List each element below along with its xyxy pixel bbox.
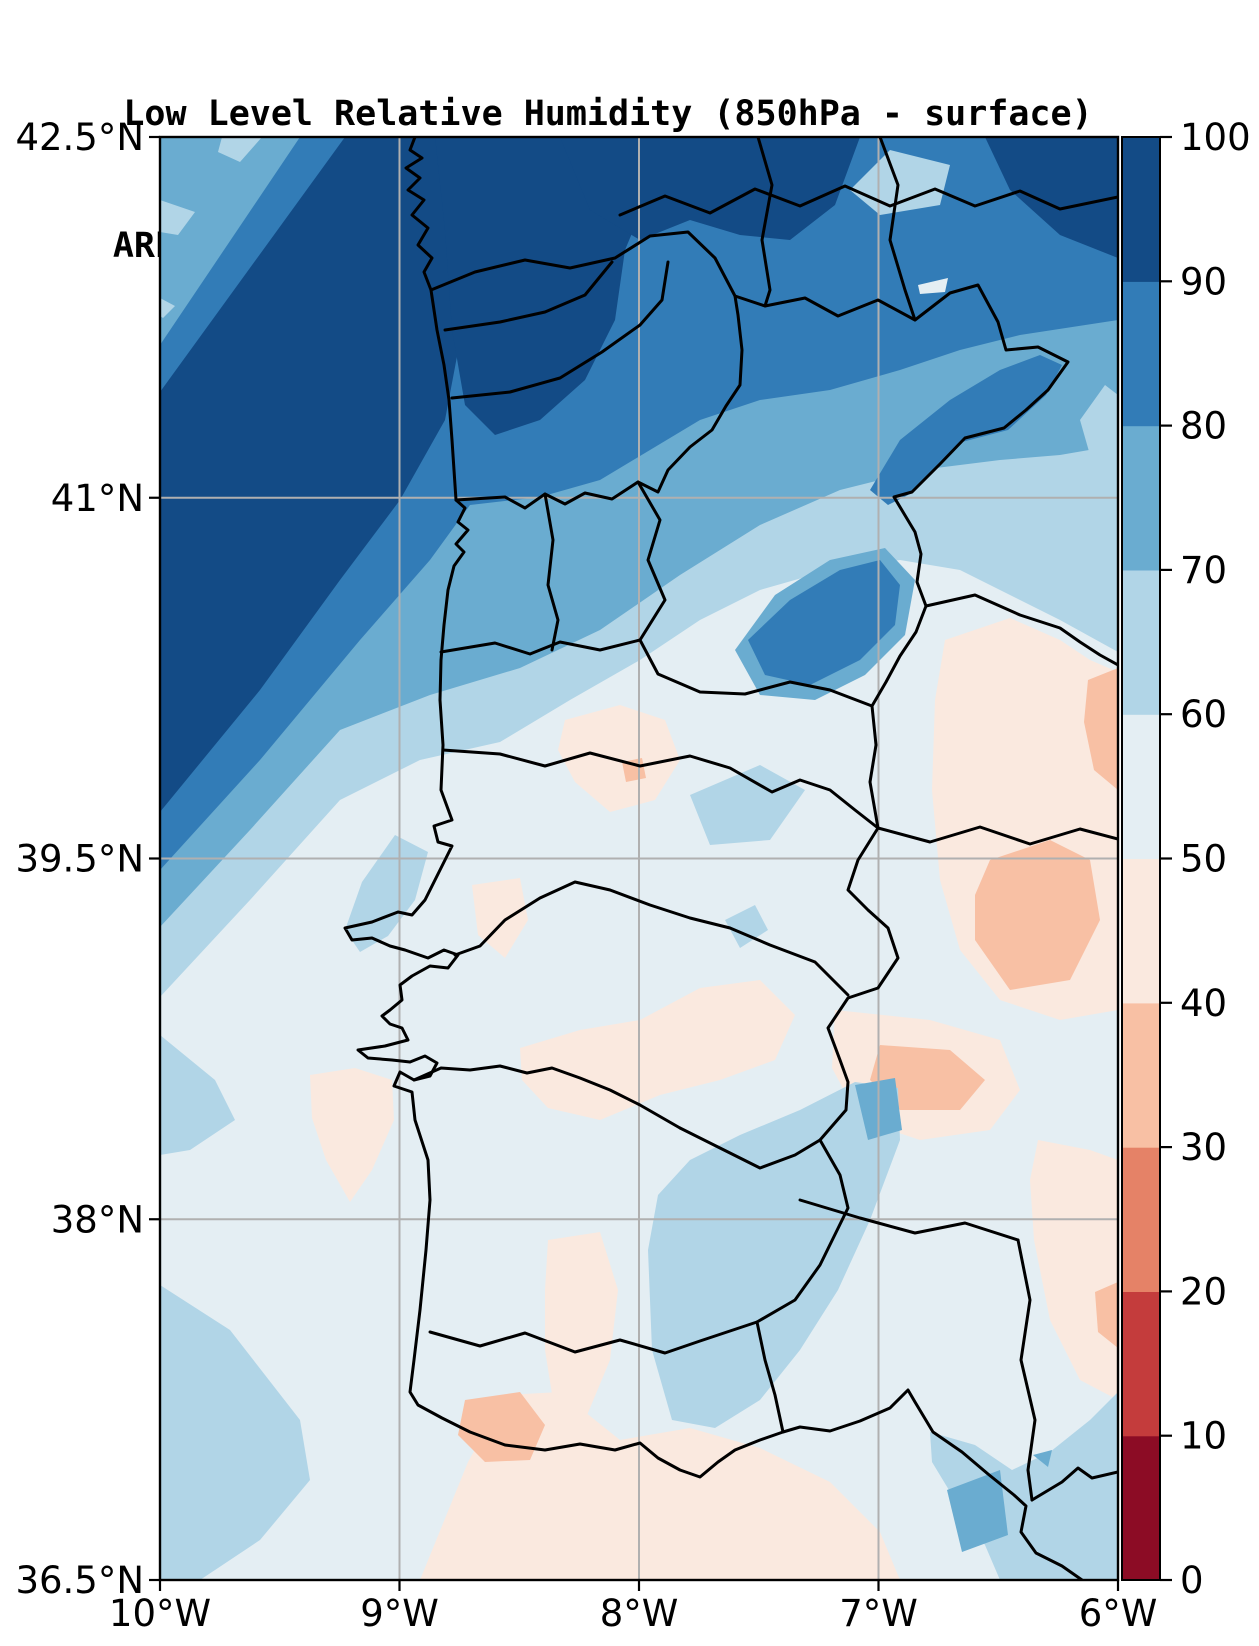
colorbar-bin-40-50	[1122, 858, 1160, 1004]
district-boundary-12	[756, 137, 774, 308]
y-tick-label-3: 38°N	[51, 1198, 144, 1241]
contour-region-ocean-dot-60-70	[192, 893, 212, 917]
district-boundary-10	[428, 1320, 759, 1355]
contour-region-east-salmon-edge	[1084, 668, 1118, 790]
contour-region-border-peach-south	[1030, 1140, 1118, 1400]
axis-ticks	[149, 135, 1120, 1591]
colorbar-bin-30-40	[1122, 1002, 1160, 1148]
axis-tick-labels: 10°W 9°W 8°W 7°W 6°W 42.5°N 41°N 39.5°N 38°N 36.5…	[15, 116, 1157, 1635]
x-tick-label-2: 8°W	[600, 1592, 679, 1635]
colorbar-tick-label-10: 10	[1180, 1415, 1227, 1458]
district-boundary-13	[878, 137, 917, 322]
colorbar-tick-label-70: 70	[1180, 549, 1227, 592]
x-tick-label-0: 10°W	[109, 1592, 211, 1635]
district-boundary-0	[443, 260, 614, 332]
contour-region-nw-corner-70-80	[160, 137, 300, 345]
district-boundary-15	[876, 825, 1118, 846]
district-boundary-6	[441, 748, 880, 830]
colorbar-tick-label-0: 0	[1180, 1559, 1204, 1602]
district-boundary-1	[450, 260, 670, 400]
district-boundary-7	[453, 880, 850, 997]
colorbar: 0 10 20 30 40 50 60 70 80 90 100	[1121, 116, 1251, 1602]
colorbar-bin-90-100	[1122, 137, 1160, 282]
contour-region-pale-sliver	[918, 278, 948, 294]
contour-region-douro-canyon-80-90	[870, 355, 1062, 505]
contour-region-border-salmon-small	[1095, 1282, 1118, 1348]
contour-region-corner-patch-2	[160, 200, 195, 235]
y-tick-label-1: 41°N	[51, 477, 144, 520]
contour-region-ocean-peach-setubal	[310, 1068, 394, 1202]
contour-region-gulf-peach	[420, 1392, 900, 1580]
country-border-path	[429, 230, 1070, 1434]
contour-region-center-peach	[558, 705, 680, 812]
colorbar-tick-label-60: 60	[1180, 693, 1227, 736]
district-boundary-14	[924, 593, 1118, 667]
colorbar-tick-label-100: 100	[1180, 116, 1251, 159]
y-tick-label-2: 39.5°N	[15, 838, 144, 881]
contour-region-center-blue-2	[725, 905, 768, 948]
colorbar-tick-label-40: 40	[1180, 982, 1227, 1025]
x-tick-label-3: 7°W	[839, 1592, 918, 1635]
y-tick-label-4: 36.5°N	[15, 1559, 144, 1602]
district-boundary-9	[678, 1126, 822, 1170]
contour-region-sw-ocean-60-70	[160, 1285, 310, 1580]
colorbar-tick-label-90: 90	[1180, 260, 1227, 303]
gridline-layer	[160, 137, 1118, 1580]
district-boundary-18	[1030, 1466, 1118, 1502]
colorbar-tick-label-20: 20	[1180, 1270, 1227, 1313]
x-tick-label-4: 6°W	[1079, 1592, 1158, 1635]
contour-region-spain-top-90-100-b	[985, 137, 1118, 258]
contour-region-corner-patch-3	[160, 298, 175, 318]
colorbar-bin-70-80	[1122, 425, 1160, 571]
contour-region-monchique-salmon	[458, 1392, 545, 1462]
contour-region-pale-diamond-2	[678, 700, 706, 728]
district-boundary-11	[618, 184, 1118, 217]
contour-region-west-beja-peach	[545, 1232, 618, 1432]
colorbar-bin-0-10	[1122, 1435, 1160, 1581]
contour-region-east-salmon-core	[975, 840, 1100, 990]
colorbar-tick-label-30: 30	[1180, 1126, 1227, 1169]
colorbar-bin-80-90	[1122, 281, 1160, 427]
contour-region-ocean-90-100-band	[160, 137, 470, 812]
district-boundary-2	[454, 294, 744, 510]
contour-region-south-salmon	[870, 1045, 985, 1110]
colorbar-bin-10-20	[1122, 1291, 1160, 1437]
contour-region-center-blue-1	[690, 765, 805, 845]
colorbar-tick-label-50: 50	[1180, 838, 1227, 881]
contour-region-spain-top-90-100-a	[560, 137, 860, 240]
district-boundary-16	[798, 1198, 1020, 1242]
contour-region-corner-patch-1	[218, 137, 262, 162]
district-boundary-5	[636, 480, 874, 708]
district-boundary-4	[439, 638, 642, 656]
district-boundary-3	[543, 492, 560, 652]
coastline-path	[343, 137, 1084, 1580]
x-tick-label-1: 9°W	[360, 1592, 439, 1635]
contour-region-evora-peach	[520, 980, 795, 1120]
district-boundary-17	[1016, 1238, 1037, 1502]
colorbar-bin-20-30	[1122, 1147, 1160, 1292]
contour-region-huelva-70-80	[947, 1470, 1008, 1552]
colorbar-bin-60-70	[1122, 569, 1160, 715]
contour-region-douro-80-90-core	[748, 560, 900, 685]
contour-region-west-ocean-60-70	[160, 1035, 235, 1155]
boundary-layer	[343, 137, 1118, 1580]
colorbar-bin-50-60	[1122, 714, 1160, 860]
y-tick-label-0: 42.5°N	[15, 116, 144, 159]
contour-region-right-edge-60-70	[1080, 385, 1118, 460]
colorbar-tick-label-80: 80	[1180, 405, 1227, 448]
title-line-1: Low Level Relative Humidity (850hPa - su…	[123, 94, 1093, 134]
contour-region-huelva-70-80-dot	[1033, 1450, 1052, 1467]
district-boundary-8	[412, 1064, 682, 1130]
